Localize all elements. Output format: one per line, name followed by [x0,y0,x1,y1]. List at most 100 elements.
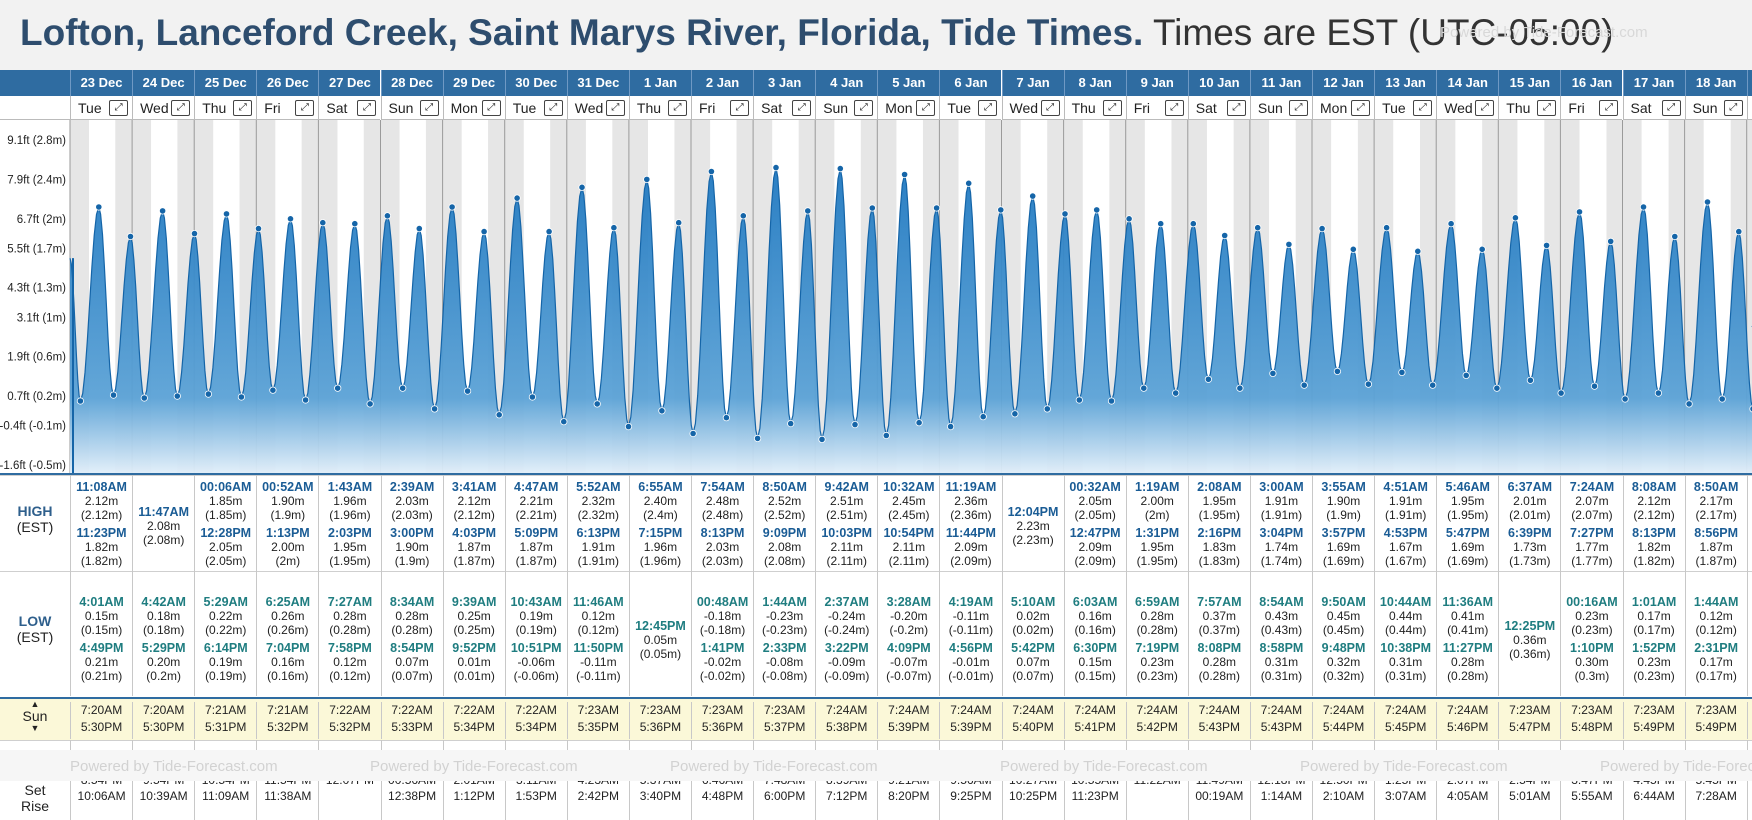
high-tide-point [287,216,293,222]
high-tide-time: 11:08AM [71,480,132,494]
high-tide-height: 1.87m [444,540,505,554]
low-tide-height-paren: (0.07m) [382,669,443,683]
high-tide-point [1255,225,1261,231]
low-tide-time: 11:36AM [1437,595,1498,609]
expand-icon[interactable]: ⤢ [1103,100,1122,116]
high-tide-time: 5:09PM [506,526,567,540]
low-tide-height: 0.30m [1561,655,1622,669]
expand-icon[interactable]: ⤢ [420,100,439,116]
expand-icon[interactable]: ⤢ [730,100,749,116]
high-tide-height: 2.17m [1686,494,1747,508]
low-tide-point [1591,383,1597,389]
date-header: 18 Jan [1685,70,1747,96]
low-tide-height-paren: (0.44m) [1375,623,1436,637]
high-tide-height-paren: (2.36m) [940,508,1001,522]
expand-icon[interactable]: ⤢ [1351,100,1370,116]
expand-icon[interactable]: ⤢ [1599,100,1618,116]
low-tide-height: 0.31m [1251,655,1312,669]
low-tide-time: 10:38PM [1375,641,1436,655]
high-tide-point [708,168,714,174]
moon-rise-time: 11:38AM [257,788,318,804]
expand-icon[interactable]: ⤢ [171,100,190,116]
sunrise-time: 7:23AM [692,702,753,719]
high-tide-point [1158,221,1164,227]
expand-icon[interactable]: ⤢ [606,100,625,116]
low-tide-height-paren: (0.43m) [1251,623,1312,637]
moon-rise-time: 12:38PM [382,788,443,804]
low-tide-height: 0.07m [1748,609,1752,623]
expand-icon[interactable]: ⤢ [1289,100,1308,116]
high-tide-height-paren: (1.87m) [444,554,505,568]
expand-icon[interactable]: ⤢ [1475,100,1494,116]
sunset-time: 5:34PM [444,719,505,736]
expand-icon[interactable]: ⤢ [544,100,563,116]
day-of-week-cell: Thu⤢ [194,96,256,120]
low-tide-point [270,387,276,393]
expand-icon[interactable]: ⤢ [295,100,314,116]
low-tide-time: 1:01AM [1624,595,1685,609]
expand-icon[interactable]: ⤢ [1413,100,1432,116]
low-tide-height: -0.20m [878,609,939,623]
moon-rise-time: 8:06AM [1748,788,1752,804]
low-tide-point [496,412,502,418]
expand-icon[interactable]: ⤢ [1537,100,1556,116]
expand-icon[interactable]: ⤢ [1041,100,1060,116]
expand-icon[interactable]: ⤢ [1662,100,1681,116]
high-tide-height: 1.85m [195,494,256,508]
expand-icon[interactable]: ⤢ [792,100,811,116]
expand-icon[interactable]: ⤢ [668,100,687,116]
high-tide-time: 3:00PM [382,526,443,540]
low-tide-entry: 4:19AM-0.11m(-0.11m) [940,595,1001,637]
low-tide-time: 2:25AM [1748,595,1752,609]
expand-icon[interactable]: ⤢ [109,100,128,116]
low-tide-entry: 4:09PM-0.07m(-0.07m) [878,641,939,683]
low-tide-point [690,430,696,436]
low-tide-time: 11:27PM [1437,641,1498,655]
sunset-time: 5:32PM [319,719,380,736]
expand-icon[interactable]: ⤢ [916,100,935,116]
moon-rise-time: 11:23PM [1065,788,1126,804]
high-tide-point [1190,221,1196,227]
expand-icon[interactable]: ⤢ [1724,100,1743,116]
high-tide-point [416,225,422,231]
sunset-time: 5:30PM [133,719,194,736]
expand-icon[interactable]: ⤢ [1227,100,1246,116]
low-tide-height: 0.18m [133,609,194,623]
sunrise-time: 7:24AM [1375,702,1436,719]
high-tide-height: 2.05m [195,540,256,554]
day-of-week: Tue [513,100,537,116]
sun-label: ▲Sun▼ [0,699,70,739]
expand-icon[interactable]: ⤢ [482,100,501,116]
moon-rise-label: Rise [0,798,70,814]
high-tide-height: 1.90m [257,494,318,508]
low-tide-height-paren: (0.12m) [1686,623,1747,637]
high-tide-height-paren: (2.11m) [878,554,939,568]
low-tide-entry: 2:37AM-0.24m(-0.24m) [816,595,877,637]
low-tide-time: 3:28AM [878,595,939,609]
expand-icon[interactable]: ⤢ [978,100,997,116]
low-tide-point [1463,372,1469,378]
high-tide-time: 11:47AM [133,505,194,519]
expand-icon[interactable]: ⤢ [233,100,252,116]
expand-icon[interactable]: ⤢ [854,100,873,116]
low-tide-time: 7:27AM [319,595,380,609]
day-of-week: Sun [1258,100,1283,116]
low-tide-point [1527,377,1533,383]
expand-icon[interactable]: ⤢ [1165,100,1184,116]
expand-icon[interactable]: ⤢ [357,100,376,116]
